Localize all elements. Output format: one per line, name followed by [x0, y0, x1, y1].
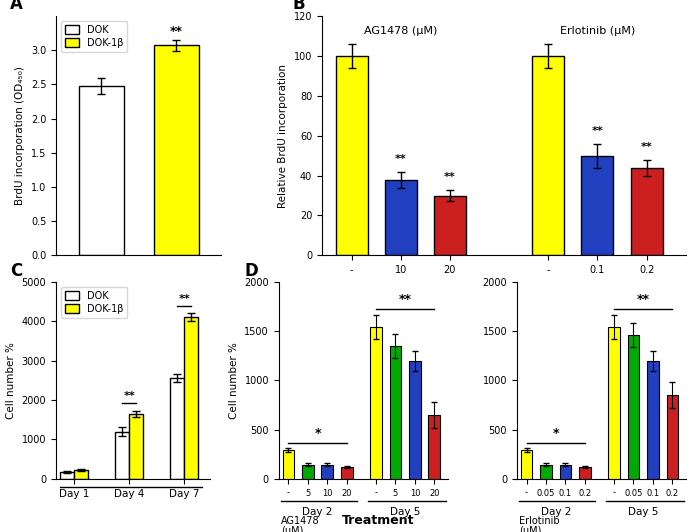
- Legend: DOK, DOK-1β: DOK, DOK-1β: [61, 21, 127, 52]
- Text: (μM): (μM): [519, 526, 541, 532]
- Bar: [666, 395, 678, 479]
- Y-axis label: Relative BrdU incorporation: Relative BrdU incorporation: [279, 64, 288, 207]
- Bar: [608, 327, 620, 479]
- Text: **: **: [178, 294, 190, 304]
- Text: Day 5: Day 5: [628, 508, 659, 517]
- Bar: [341, 467, 353, 479]
- Bar: [154, 45, 199, 255]
- Bar: [434, 196, 466, 255]
- Text: Treatment: Treatment: [342, 514, 414, 527]
- Text: **: **: [637, 293, 650, 305]
- Text: **: **: [444, 171, 456, 181]
- Y-axis label: BrdU incorporation (OD₄₅₀): BrdU incorporation (OD₄₅₀): [15, 66, 25, 205]
- Bar: [283, 450, 294, 479]
- Bar: [647, 361, 659, 479]
- Text: **: **: [395, 154, 407, 164]
- Bar: [559, 464, 571, 479]
- Text: C: C: [10, 262, 22, 280]
- Bar: [302, 464, 314, 479]
- Bar: [390, 346, 401, 479]
- Text: **: **: [640, 142, 652, 152]
- Text: AG1478 (μM): AG1478 (μM): [364, 26, 438, 36]
- Bar: [540, 464, 552, 479]
- Bar: [130, 414, 144, 479]
- Bar: [428, 415, 440, 479]
- Text: **: **: [170, 25, 183, 38]
- Bar: [628, 335, 639, 479]
- Text: Day 5: Day 5: [390, 508, 420, 517]
- Text: **: **: [123, 391, 135, 401]
- Y-axis label: Cell number %: Cell number %: [6, 342, 16, 419]
- Bar: [60, 472, 74, 479]
- Bar: [631, 168, 663, 255]
- Text: **: **: [592, 126, 603, 136]
- Bar: [78, 86, 124, 255]
- Text: A: A: [10, 0, 22, 13]
- Bar: [116, 431, 130, 479]
- Bar: [74, 470, 88, 479]
- Bar: [579, 467, 591, 479]
- Bar: [170, 378, 184, 479]
- Text: B: B: [293, 0, 305, 13]
- Bar: [321, 464, 333, 479]
- Bar: [184, 318, 198, 479]
- Y-axis label: Cell number %: Cell number %: [229, 342, 239, 419]
- Text: Day 2: Day 2: [540, 508, 571, 517]
- Text: D: D: [245, 262, 258, 280]
- Text: **: **: [398, 293, 412, 305]
- Text: (μM): (μM): [281, 526, 303, 532]
- Text: Day 2: Day 2: [302, 508, 332, 517]
- Text: *: *: [552, 427, 559, 440]
- Bar: [532, 56, 564, 255]
- Bar: [385, 180, 416, 255]
- Bar: [370, 327, 382, 479]
- Bar: [521, 450, 533, 479]
- Bar: [582, 156, 613, 255]
- Text: AG1478: AG1478: [281, 516, 319, 526]
- Legend: DOK, DOK-1β: DOK, DOK-1β: [61, 287, 127, 318]
- Text: *: *: [314, 427, 321, 440]
- Text: Erlotinib (μM): Erlotinib (μM): [560, 26, 635, 36]
- Text: Erlotinib: Erlotinib: [519, 516, 559, 526]
- Bar: [335, 56, 368, 255]
- Bar: [409, 361, 421, 479]
